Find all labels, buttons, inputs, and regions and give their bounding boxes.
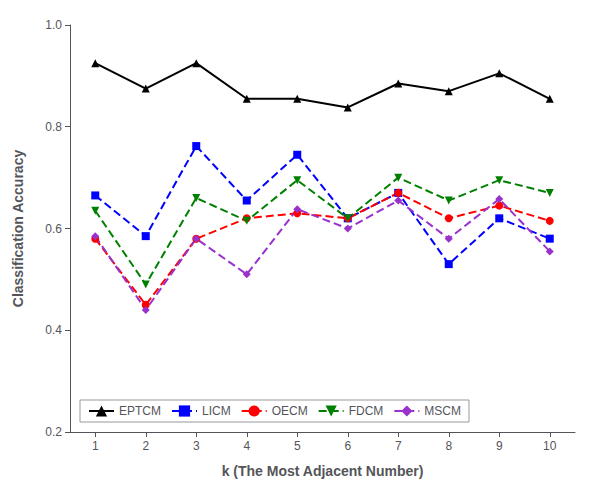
svg-text:2: 2 bbox=[142, 439, 149, 453]
svg-text:7: 7 bbox=[395, 439, 402, 453]
svg-text:6: 6 bbox=[344, 439, 351, 453]
svg-text:Classification Accuracy: Classification Accuracy bbox=[10, 150, 26, 308]
svg-text:MSCM: MSCM bbox=[424, 404, 461, 418]
svg-text:4: 4 bbox=[243, 439, 250, 453]
svg-text:0.6: 0.6 bbox=[45, 222, 62, 236]
svg-text:1: 1 bbox=[92, 439, 99, 453]
svg-text:EPTCM: EPTCM bbox=[119, 404, 161, 418]
svg-text:0.8: 0.8 bbox=[45, 120, 62, 134]
svg-text:k (The Most Adjacent Number): k (The Most Adjacent Number) bbox=[222, 463, 424, 479]
svg-text:10: 10 bbox=[543, 439, 557, 453]
svg-text:9: 9 bbox=[496, 439, 503, 453]
svg-text:3: 3 bbox=[193, 439, 200, 453]
svg-text:OECM: OECM bbox=[272, 404, 308, 418]
svg-text:8: 8 bbox=[445, 439, 452, 453]
svg-text:0.2: 0.2 bbox=[45, 425, 62, 439]
svg-text:LICM: LICM bbox=[202, 404, 231, 418]
svg-text:5: 5 bbox=[294, 439, 301, 453]
svg-text:1.0: 1.0 bbox=[45, 18, 62, 32]
svg-text:FDCM: FDCM bbox=[349, 404, 384, 418]
svg-text:0.4: 0.4 bbox=[45, 323, 62, 337]
